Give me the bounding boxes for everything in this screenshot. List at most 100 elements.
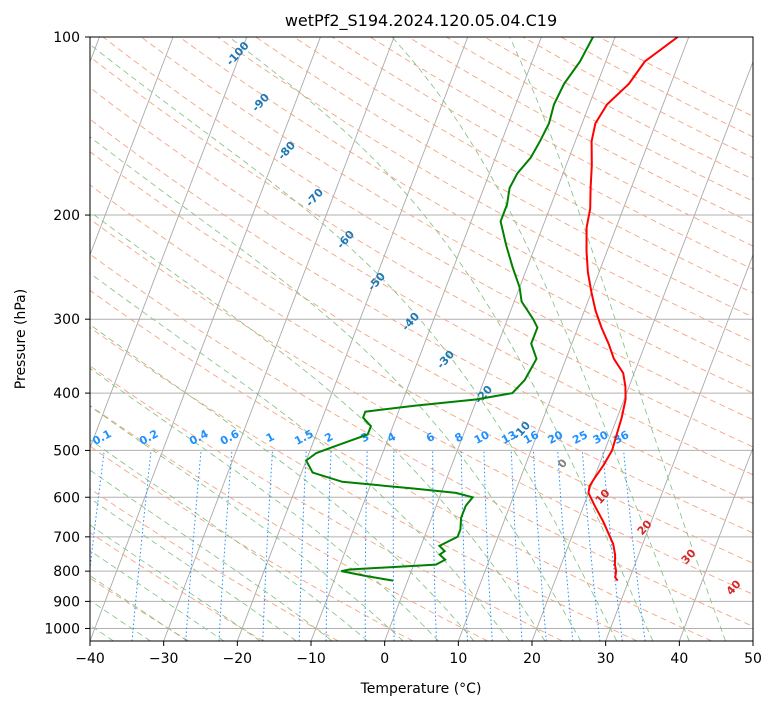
mixing-ratio-label: 10 bbox=[472, 428, 492, 447]
mixing-ratio-label: 0.1 bbox=[90, 427, 113, 448]
mixing-ratio-label: 16 bbox=[521, 428, 541, 447]
y-tick-label: 1000 bbox=[44, 621, 80, 637]
adiabat-label: -50 bbox=[365, 270, 388, 294]
x-tick-label: 30 bbox=[597, 651, 615, 667]
moist-adiabat-line bbox=[90, 43, 618, 641]
moist-adiabat-line bbox=[90, 324, 475, 641]
y-axis: 100 200 300 400 500 600 700 800 900 1000 bbox=[44, 30, 90, 637]
y-tick-label: 600 bbox=[53, 490, 80, 506]
mixing-ratio-line bbox=[581, 450, 601, 641]
mixing-ratio-line bbox=[557, 450, 574, 641]
mixing-ratio-line bbox=[364, 450, 368, 641]
isotherm-line bbox=[531, 60, 753, 641]
isotherm-line bbox=[752, 639, 753, 641]
mixing-ratio-label: 1 bbox=[264, 430, 277, 445]
dry-adiabat-line bbox=[560, 37, 753, 138]
adiabat-label: -100 bbox=[224, 39, 252, 68]
dry-adiabat-line bbox=[255, 37, 753, 318]
isotherm-line bbox=[384, 37, 616, 641]
dry-adiabat-line bbox=[90, 488, 339, 641]
x-tick-label: −40 bbox=[75, 651, 105, 667]
x-tick-label: 20 bbox=[523, 651, 541, 667]
moist-adiabat-line bbox=[509, 37, 726, 641]
dry-adiabat-line bbox=[90, 532, 264, 641]
y-tick-label: 800 bbox=[53, 564, 80, 580]
isotherm-line bbox=[457, 37, 690, 641]
temperature-profile-line bbox=[585, 37, 679, 582]
dry-adiabat-line bbox=[140, 37, 753, 394]
moist-adiabat-line bbox=[90, 405, 404, 641]
moist-adiabat-line bbox=[90, 550, 225, 641]
y-tick-label: 400 bbox=[53, 386, 80, 402]
mixing-ratio-line bbox=[90, 450, 105, 573]
moist-adiabat-line bbox=[90, 211, 546, 641]
mixing-ratio-line bbox=[623, 450, 646, 641]
profiles bbox=[304, 37, 679, 582]
x-tick-label: −10 bbox=[296, 651, 326, 667]
dry-adiabat-line bbox=[90, 365, 563, 641]
inline-labels: -100-90-80-70-60-50-40-30-20-10010203040… bbox=[90, 39, 743, 598]
moist-adiabat-line bbox=[228, 37, 654, 641]
background-lines bbox=[90, 37, 753, 641]
dry-adiabat-line bbox=[90, 253, 753, 627]
adiabat-label: -60 bbox=[334, 228, 357, 252]
dry-adiabat-line bbox=[90, 118, 753, 505]
dry-adiabat-line bbox=[293, 37, 753, 294]
x-tick-label: 50 bbox=[744, 651, 762, 667]
dry-adiabat-line bbox=[331, 37, 753, 270]
y-tick-label: 300 bbox=[53, 312, 80, 328]
mixing-ratio-line bbox=[483, 450, 493, 641]
isotherm-line bbox=[90, 37, 248, 450]
x-axis-label: Temperature (°C) bbox=[360, 681, 482, 697]
isotherm-line bbox=[605, 253, 753, 641]
dry-adiabat-line bbox=[90, 326, 638, 641]
dry-adiabat-line bbox=[90, 56, 753, 448]
x-tick-label: 10 bbox=[449, 651, 467, 667]
dry-adiabat-line bbox=[408, 37, 753, 224]
mixing-ratio-line bbox=[131, 450, 152, 641]
y-axis-label: Pressure (hPa) bbox=[13, 289, 29, 389]
mixing-ratio-label: 13 bbox=[499, 428, 519, 447]
mixing-ratio-label: 0.2 bbox=[137, 427, 160, 448]
chart-title: wetPf2_S194.2024.120.05.04.C19 bbox=[285, 11, 557, 31]
y-tick-label: 500 bbox=[53, 443, 80, 459]
dry-adiabat-line bbox=[90, 87, 753, 476]
mixing-ratio-line bbox=[432, 450, 437, 641]
adiabat-label: -40 bbox=[399, 310, 422, 334]
y-tick-label: 900 bbox=[53, 594, 80, 610]
moist-adiabat-line bbox=[90, 272, 510, 641]
moist-adiabat-line bbox=[90, 439, 368, 641]
dry-adiabat-line bbox=[90, 151, 753, 534]
dry-adiabat-line bbox=[102, 37, 753, 421]
x-tick-label: 40 bbox=[670, 651, 688, 667]
isotherm-line bbox=[678, 446, 753, 641]
x-tick-label: 0 bbox=[380, 651, 389, 667]
adiabat-label: -70 bbox=[303, 186, 326, 210]
moist-adiabat-line bbox=[90, 367, 439, 641]
moist-adiabat-line bbox=[90, 524, 261, 641]
adiabat-label: 40 bbox=[724, 577, 744, 597]
dry-adiabat-line bbox=[90, 445, 414, 641]
mixing-ratio-label: 20 bbox=[546, 428, 566, 447]
y-tick-label: 200 bbox=[53, 208, 80, 224]
mixing-ratio-line bbox=[460, 450, 468, 641]
mixing-ratio-line bbox=[602, 450, 623, 641]
adiabat-label: -90 bbox=[249, 91, 272, 115]
adiabat-label: 30 bbox=[679, 546, 699, 566]
mixing-ratio-label: 30 bbox=[591, 428, 611, 447]
adiabat-label: -30 bbox=[434, 348, 457, 372]
mixing-ratio-label: 25 bbox=[570, 428, 590, 447]
mixing-ratio-line bbox=[298, 450, 307, 641]
moist-adiabat-line bbox=[90, 469, 333, 641]
x-tick-label: −30 bbox=[149, 651, 179, 667]
moist-adiabat-line bbox=[90, 497, 297, 641]
y-tick-label: 700 bbox=[53, 530, 80, 546]
x-tick-label: −20 bbox=[223, 651, 253, 667]
dry-adiabat-line bbox=[179, 37, 753, 368]
adiabat-label: 0 bbox=[555, 456, 570, 471]
adiabat-label: -80 bbox=[275, 139, 298, 163]
x-axis: −40 −30 −20 −10 0 10 20 30 40 50 bbox=[75, 641, 762, 667]
moist-adiabat-line bbox=[90, 575, 188, 641]
moist-adiabat-line bbox=[391, 37, 690, 641]
